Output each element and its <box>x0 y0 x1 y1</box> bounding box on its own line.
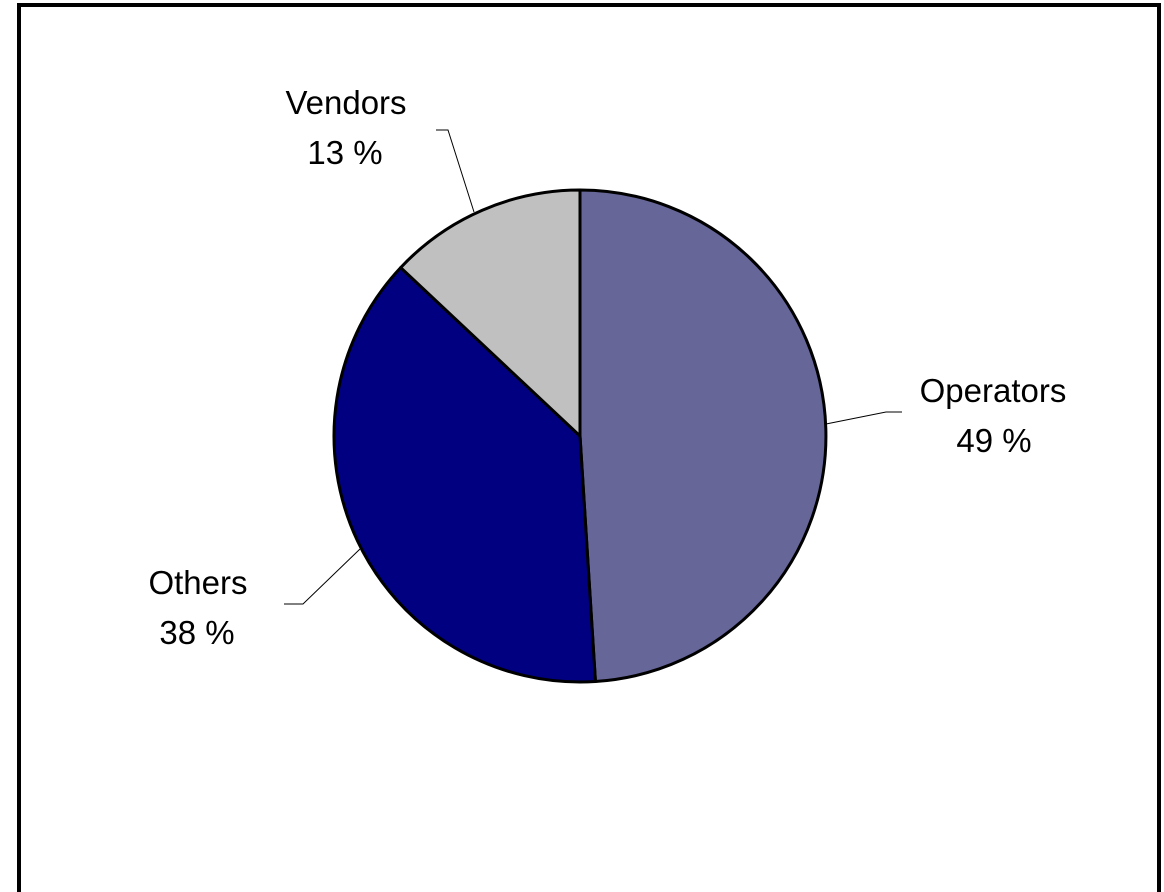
pie-slices <box>332 188 828 684</box>
slice-label-vendors-value: 13 % <box>307 134 382 171</box>
leader-line-others <box>284 548 361 605</box>
slice-labels: Operators 49 % Others 38 % Vendors 13 % <box>148 84 1066 651</box>
pie-slice-others <box>332 266 597 684</box>
pie-slice-vendors <box>399 188 582 438</box>
pie-slice-operators <box>578 188 828 684</box>
slice-label-operators-name: Operators <box>920 372 1067 409</box>
slice-label-operators-value: 49 % <box>956 422 1031 459</box>
leader-lines <box>284 129 902 605</box>
leader-line-vendors <box>436 129 475 213</box>
slice-label-others-value: 38 % <box>159 614 234 651</box>
slice-label-vendors-name: Vendors <box>285 84 406 121</box>
leader-line-operators <box>825 411 902 425</box>
slice-label-others-name: Others <box>148 564 247 601</box>
